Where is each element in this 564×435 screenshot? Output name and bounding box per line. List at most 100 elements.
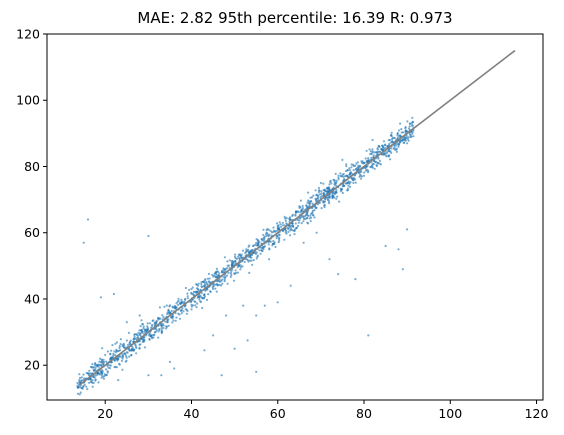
data-point bbox=[363, 171, 366, 174]
data-point bbox=[364, 166, 367, 169]
data-point bbox=[226, 260, 229, 263]
data-point bbox=[108, 367, 112, 370]
data-point bbox=[78, 379, 81, 382]
chart-title: MAE: 2.82 95th percentile: 16.39 R: 0.97… bbox=[137, 9, 452, 27]
data-point bbox=[331, 196, 334, 200]
data-point bbox=[223, 256, 226, 259]
data-point bbox=[256, 255, 259, 258]
data-point bbox=[346, 187, 350, 190]
data-point bbox=[167, 308, 170, 311]
data-point bbox=[346, 181, 349, 185]
data-point bbox=[277, 241, 280, 244]
data-point bbox=[166, 318, 169, 321]
data-point bbox=[128, 349, 131, 352]
data-point bbox=[313, 216, 316, 219]
x-tick-label: 40 bbox=[184, 406, 200, 421]
data-point bbox=[121, 353, 124, 357]
data-point bbox=[341, 191, 344, 195]
data-point bbox=[138, 347, 141, 350]
data-point bbox=[171, 306, 175, 309]
data-point bbox=[100, 360, 103, 364]
data-point bbox=[352, 169, 355, 172]
data-point bbox=[370, 153, 373, 156]
data-point bbox=[266, 228, 269, 231]
data-point bbox=[82, 385, 85, 388]
data-point bbox=[236, 271, 239, 274]
data-point bbox=[236, 266, 239, 269]
data-point bbox=[168, 305, 171, 308]
data-point bbox=[182, 310, 185, 313]
data-point bbox=[111, 344, 114, 347]
data-point bbox=[133, 335, 136, 338]
data-point bbox=[91, 363, 94, 366]
data-point bbox=[378, 162, 381, 165]
data-point bbox=[117, 349, 120, 352]
data-point bbox=[353, 178, 356, 181]
data-point bbox=[180, 309, 183, 312]
data-point bbox=[328, 195, 331, 198]
data-point bbox=[125, 359, 128, 362]
data-point bbox=[335, 179, 338, 182]
data-point bbox=[165, 325, 168, 328]
data-point bbox=[80, 376, 83, 379]
data-point bbox=[165, 304, 168, 307]
data-point bbox=[317, 186, 321, 190]
data-point bbox=[140, 329, 143, 332]
data-point bbox=[263, 245, 266, 248]
data-point bbox=[314, 198, 317, 201]
data-point bbox=[91, 375, 95, 378]
data-point bbox=[275, 234, 279, 237]
data-point bbox=[89, 372, 92, 375]
data-point bbox=[96, 365, 99, 368]
data-point bbox=[190, 287, 193, 291]
data-point bbox=[340, 188, 343, 191]
data-point bbox=[178, 317, 182, 320]
data-point bbox=[397, 248, 400, 251]
data-point bbox=[316, 197, 319, 200]
data-point bbox=[252, 244, 255, 248]
data-point bbox=[263, 304, 266, 307]
data-point bbox=[278, 221, 281, 224]
data-point bbox=[267, 243, 270, 246]
data-point bbox=[230, 260, 233, 263]
data-point bbox=[112, 354, 115, 357]
data-point bbox=[147, 328, 150, 331]
data-point bbox=[382, 140, 386, 143]
data-point bbox=[228, 259, 231, 262]
data-point bbox=[102, 377, 105, 380]
data-point bbox=[195, 306, 198, 309]
data-point bbox=[101, 362, 104, 366]
data-point bbox=[153, 331, 156, 334]
data-point bbox=[207, 293, 210, 296]
data-point bbox=[245, 250, 248, 253]
data-point bbox=[184, 286, 187, 290]
data-point bbox=[185, 312, 188, 315]
data-point bbox=[407, 127, 410, 130]
data-point bbox=[160, 329, 163, 332]
data-point bbox=[125, 321, 128, 324]
y-tick-label: 100 bbox=[16, 93, 40, 108]
data-point bbox=[118, 345, 121, 348]
data-point bbox=[364, 157, 367, 160]
data-point bbox=[255, 370, 258, 373]
data-point bbox=[158, 328, 161, 331]
y-tick-label: 60 bbox=[24, 225, 40, 240]
data-point bbox=[376, 148, 379, 151]
data-point bbox=[289, 229, 292, 232]
data-point bbox=[378, 159, 381, 162]
data-point bbox=[347, 184, 350, 187]
data-point bbox=[343, 175, 346, 178]
data-point bbox=[312, 194, 315, 197]
data-point bbox=[395, 144, 398, 147]
data-point bbox=[146, 325, 149, 328]
data-point bbox=[221, 282, 224, 285]
data-point bbox=[401, 139, 404, 142]
data-point bbox=[181, 307, 184, 310]
data-point bbox=[268, 258, 271, 261]
data-point bbox=[304, 213, 307, 217]
data-point bbox=[221, 278, 224, 281]
data-point bbox=[265, 232, 268, 236]
data-point bbox=[232, 279, 236, 282]
data-point bbox=[240, 253, 243, 256]
data-point bbox=[322, 182, 325, 185]
